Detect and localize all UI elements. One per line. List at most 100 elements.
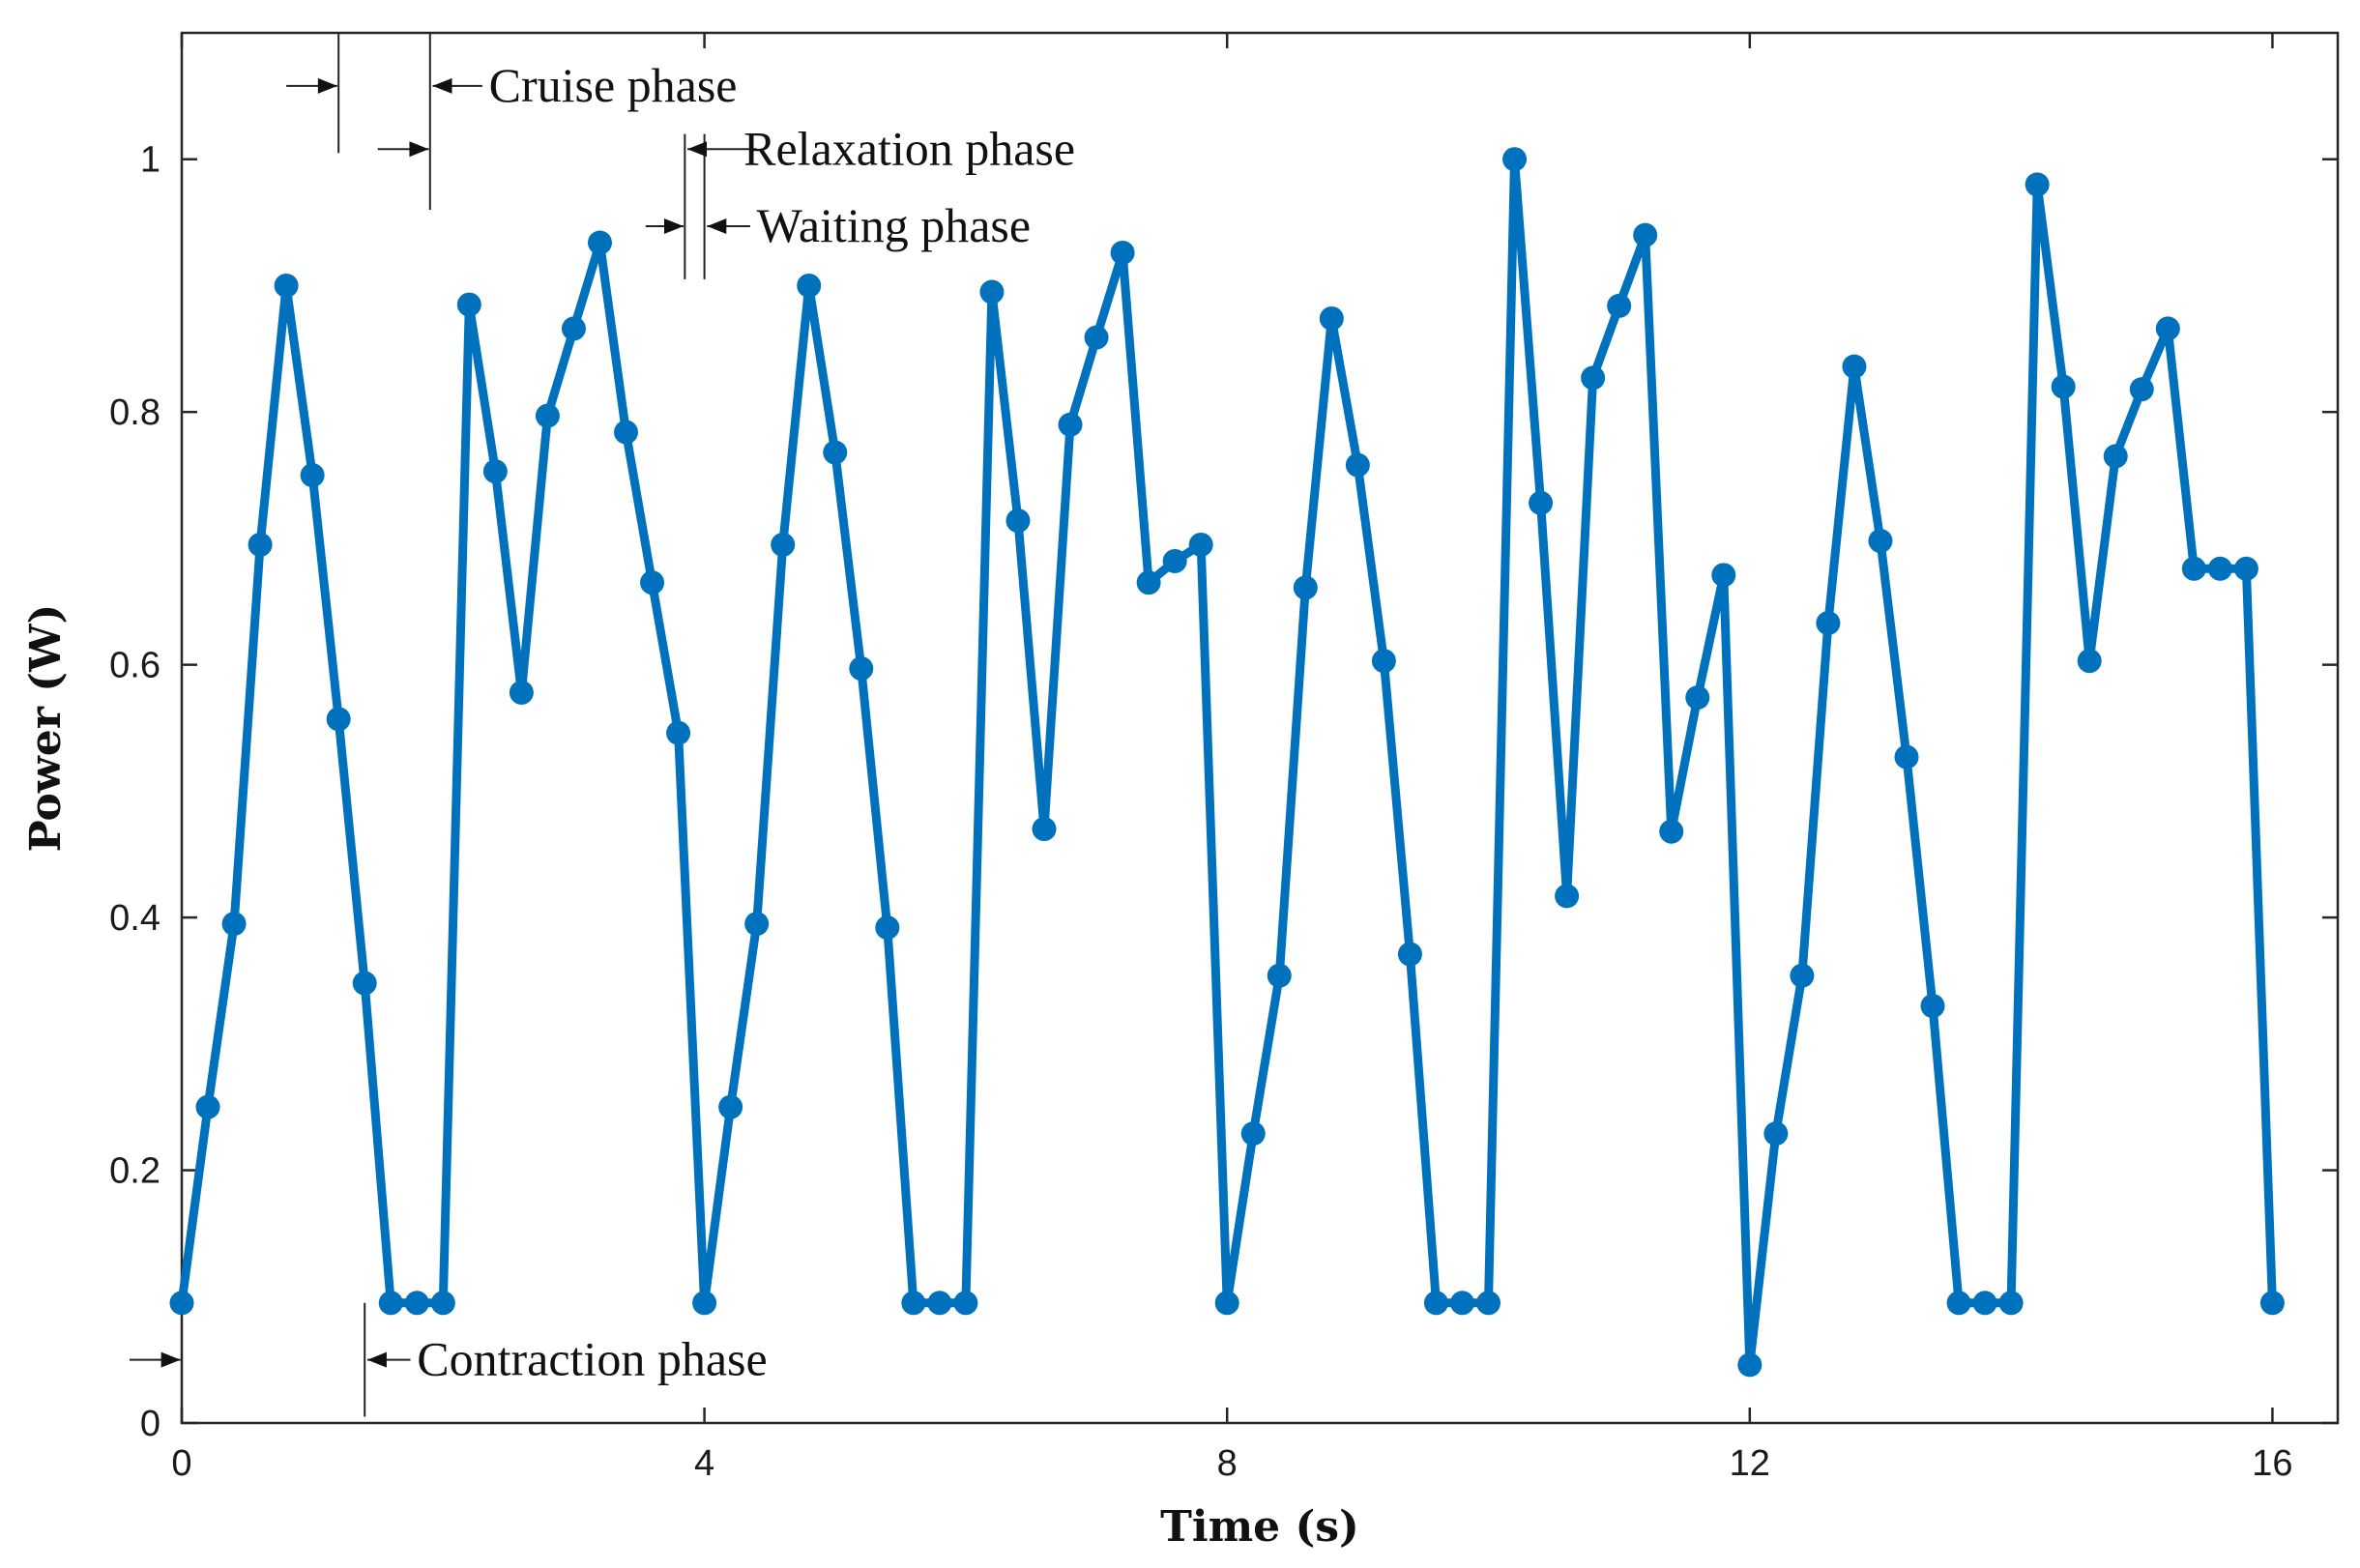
phase-arrow-head [707,218,727,235]
data-point [2207,556,2232,581]
data-point [1319,305,1344,331]
data-point [1397,942,1422,967]
data-point [797,273,822,298]
phase-arrow-head [409,141,429,158]
data-point [666,720,691,745]
data-point [1790,963,1815,988]
data-point [1502,147,1528,172]
phase-annotation-label: Relaxation phase [743,121,1075,175]
data-point [1449,1291,1474,1316]
phase-arrow-head [366,1351,387,1368]
data-point [875,915,900,941]
data-point [2077,649,2102,674]
y-tick-label: 0 [140,1404,160,1444]
data-point [1005,508,1031,534]
data-point [1737,1352,1763,1378]
data-point [1162,548,1187,573]
data-point [1581,365,1606,391]
phase-arrow-head [317,77,337,94]
data-point [849,656,874,682]
series-line-power [177,155,2277,1370]
y-tick-label: 1 [140,140,160,181]
data-point [1894,744,1919,769]
data-point [2259,1291,2285,1316]
data-point [509,680,534,705]
y-tick-label: 0.2 [109,1151,160,1192]
data-point [640,570,665,595]
data-point [2181,556,2206,581]
phase-annotation-label: Contraction phase [417,1332,767,1386]
data-point [1371,649,1396,674]
data-point [1345,452,1370,478]
data-point [1763,1121,1789,1147]
data-point [1555,884,1580,909]
y-tick-label: 0.8 [109,392,160,433]
data-point [326,707,351,732]
data-point [221,912,247,937]
y-tick-label: 0.6 [109,646,160,686]
x-tick-label: 16 [2252,1443,2292,1484]
data-point [456,292,481,317]
x-tick-label: 12 [1730,1443,1770,1484]
data-point [1920,994,1945,1019]
data-point [901,1291,926,1316]
data-point [352,971,377,996]
data-point [953,1291,978,1316]
data-point [195,1094,220,1119]
data-point [1423,1291,1448,1316]
data-point [927,1291,952,1316]
data-point [979,279,1005,305]
data-point [2025,172,2050,197]
tick-marks: 0 4 8 12 16 0 0.2 0.4 0.6 0.8 1 [109,33,2338,1484]
data-point [1058,412,1083,437]
data-point [404,1291,429,1316]
data-point [1711,563,1736,588]
data-point [1476,1291,1501,1316]
data-point [482,459,508,484]
data-point [248,532,273,557]
data-point [1607,293,1632,318]
data-point [378,1291,403,1316]
data-point [1685,685,1710,711]
data-point [692,1291,717,1316]
data-point [1998,1291,2024,1316]
data-point [1188,532,1213,557]
phase-annotation-label: Cruise phase [489,58,738,112]
data-point [823,440,848,465]
axes-box [180,31,2340,1425]
data-point [169,1291,194,1316]
data-point [2233,556,2258,581]
data-point [718,1094,743,1119]
y-axis-title: Power (W) [21,604,71,853]
data-point [1972,1291,1997,1316]
axes [180,31,2340,1425]
data-point [587,230,612,255]
data-point [1214,1291,1239,1316]
phase-arrow-head [663,218,684,235]
data-point [2103,444,2128,469]
data-point [1267,963,1292,988]
data-point [1084,325,1109,350]
x-axis-title: Time (s) [1160,1502,1359,1552]
data-point [2051,374,2076,399]
data-point [561,316,586,341]
x-tick-label: 0 [171,1443,191,1484]
data-point [1868,529,1893,554]
data-point [1293,575,1318,600]
data-point [1816,610,1841,635]
data-point [1240,1121,1266,1147]
data-point [300,463,325,488]
phase-arrow-head [160,1351,181,1368]
phase-arrow-head [687,141,708,158]
data-point [2129,377,2154,402]
phase-annotation-label: Waiting phase [757,198,1031,252]
data-point [1946,1291,1971,1316]
data-point [1842,354,1867,379]
x-tick-label: 4 [694,1443,714,1484]
data-point [1529,490,1554,515]
data-point [1633,222,1658,247]
data-point [1659,819,1684,844]
data-point [430,1291,455,1316]
